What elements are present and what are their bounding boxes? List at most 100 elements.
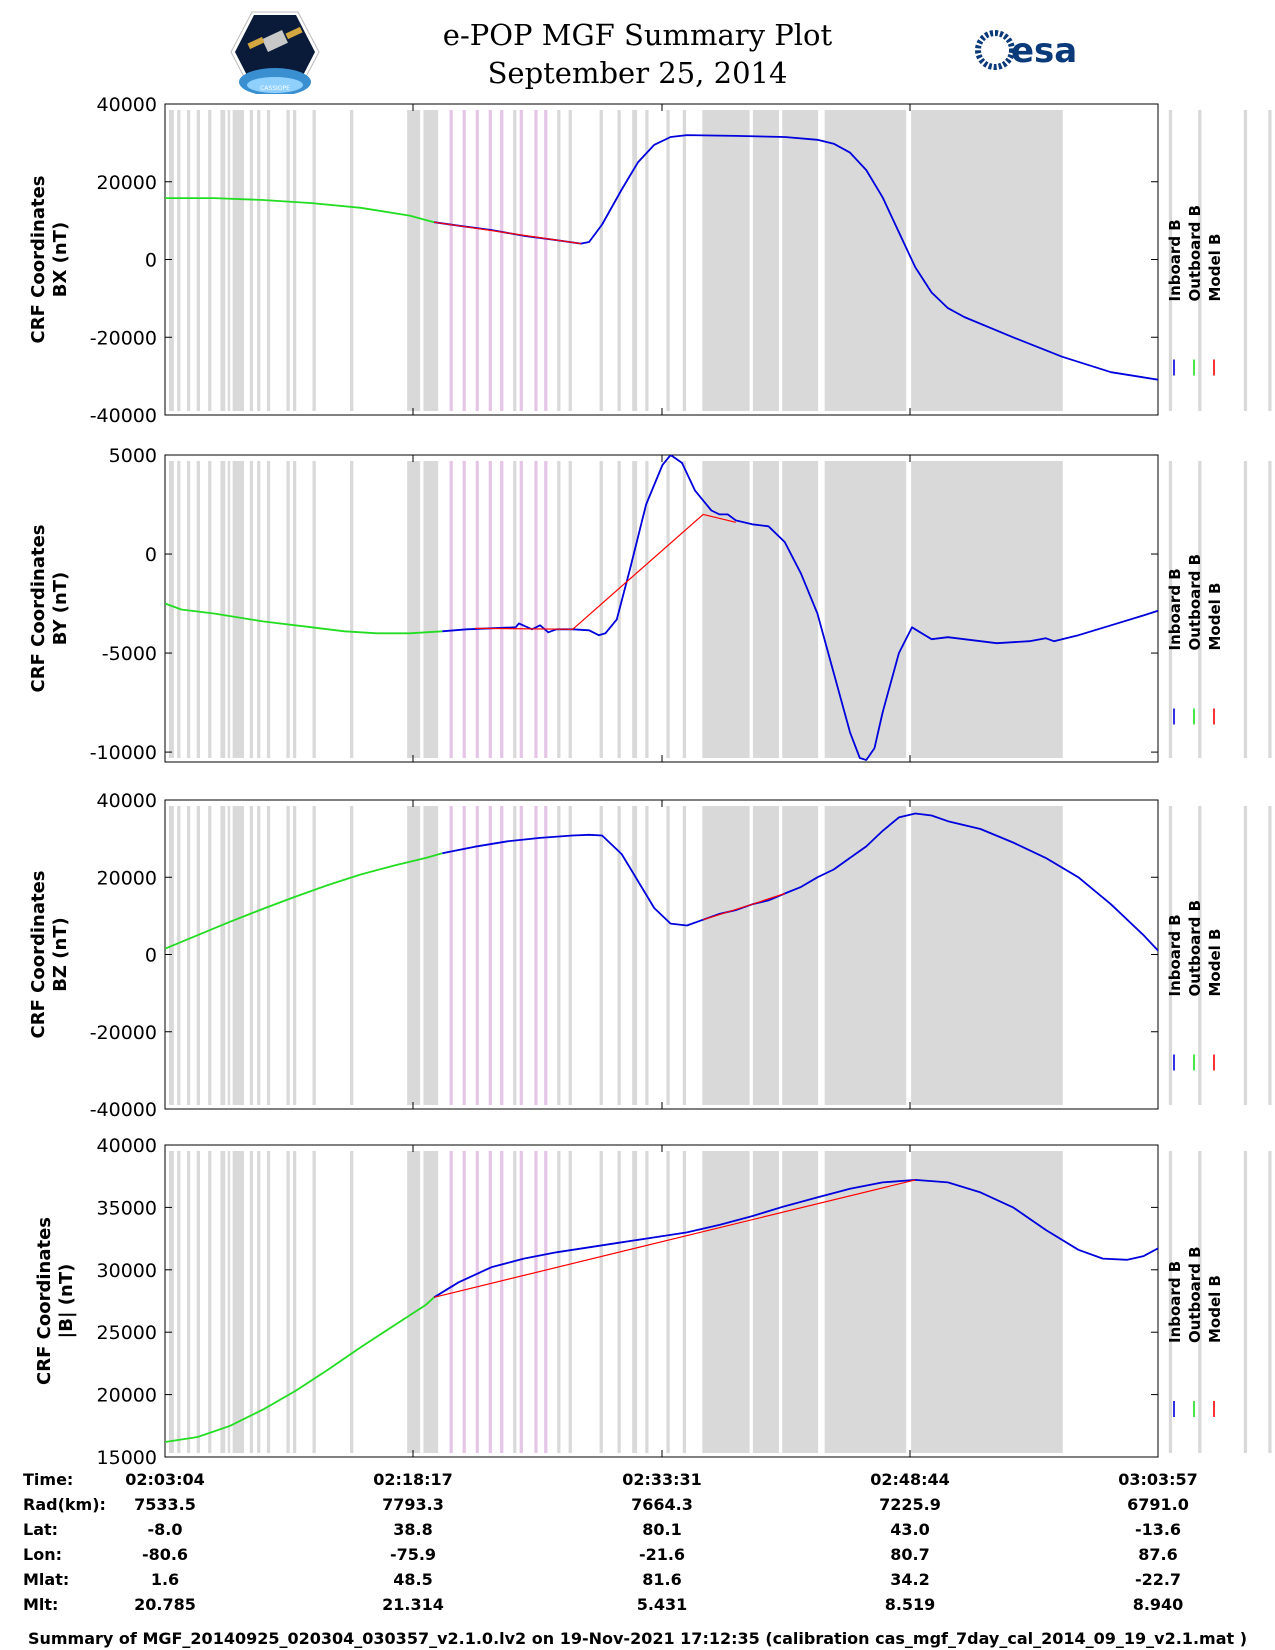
eclipse-band <box>423 806 439 1105</box>
eclipse-band <box>568 461 572 758</box>
eclipse-band <box>568 110 572 411</box>
esa-logo-text: esa <box>1011 31 1077 71</box>
eclipse-band <box>423 461 439 758</box>
eclipse-band <box>599 806 603 1105</box>
eclipse-band <box>911 806 1063 1105</box>
event-band <box>544 110 548 411</box>
eclipse-band <box>911 110 1063 411</box>
series-line-inboard-b <box>442 455 1158 761</box>
legend-label-inboard: Inboard B <box>1166 219 1184 301</box>
eclipse-band <box>286 1151 290 1453</box>
eclipse-band <box>1268 110 1272 411</box>
eclipse-band <box>1168 110 1173 411</box>
table-cell: 21.314 <box>382 1595 444 1614</box>
y-tick-label: -5000 <box>102 643 157 665</box>
eclipse-band <box>266 806 271 1105</box>
table-cell: 7533.5 <box>134 1495 196 1514</box>
table-cell: 81.6 <box>642 1570 682 1589</box>
eclipse-band <box>599 1151 603 1453</box>
eclipse-band <box>1243 110 1248 411</box>
eclipse-band <box>312 1151 316 1453</box>
legend-label-inboard: Inboard B <box>1166 1261 1184 1343</box>
eclipse-band <box>513 806 517 1105</box>
eclipse-band <box>824 1151 907 1453</box>
cassiope-mission-logo: CASSIOPE <box>230 11 320 94</box>
y-axis-label: CRF Coordinates <box>28 176 49 344</box>
eclipse-band <box>220 461 226 758</box>
legend-label-outboard: Outboard B <box>1186 554 1204 651</box>
eclipse-band <box>312 461 316 758</box>
eclipse-band <box>599 110 603 411</box>
eclipse-band <box>632 1151 638 1453</box>
eclipse-band <box>232 1151 245 1453</box>
eclipse-band <box>1243 461 1248 758</box>
eclipse-band <box>208 461 212 758</box>
eclipse-band <box>824 110 907 411</box>
eclipse-band <box>407 461 421 758</box>
eclipse-band <box>249 461 253 758</box>
event-band <box>475 806 479 1105</box>
event-band <box>500 461 504 758</box>
table-cell: -75.9 <box>389 1545 437 1564</box>
y-tick-label: -20000 <box>90 1022 157 1044</box>
table-cell: 02:33:31 <box>622 1470 702 1489</box>
eclipse-band <box>782 1151 819 1453</box>
eclipse-band <box>1243 1151 1248 1453</box>
eclipse-band <box>666 806 670 1105</box>
table-cell: -21.6 <box>638 1545 686 1564</box>
eclipse-band <box>568 806 572 1105</box>
eclipse-band <box>292 806 297 1105</box>
eclipse-band <box>186 110 191 411</box>
table-cell: -80.6 <box>141 1545 189 1564</box>
eclipse-band <box>220 1151 226 1453</box>
eclipse-band <box>407 806 421 1105</box>
eclipse-band <box>186 806 191 1105</box>
table-cell: 38.8 <box>393 1520 433 1539</box>
eclipse-band <box>257 461 261 758</box>
eclipse-band <box>682 806 687 1105</box>
y-axis-label: CRF Coordinates <box>34 1217 55 1385</box>
eclipse-band <box>266 461 271 758</box>
eclipse-band <box>599 461 603 758</box>
y-tick-label: 0 <box>145 544 157 566</box>
eclipse-band <box>752 110 779 411</box>
eclipse-band <box>196 461 200 758</box>
eclipse-band <box>682 461 687 758</box>
event-band <box>500 110 504 411</box>
event-band <box>462 806 466 1105</box>
eclipse-band <box>257 110 261 411</box>
eclipse-band <box>350 110 354 411</box>
legend-label-outboard: Outboard B <box>1186 1246 1204 1343</box>
event-band <box>462 1151 466 1453</box>
eclipse-band <box>632 110 638 411</box>
table-cell: -22.7 <box>1134 1570 1182 1589</box>
eclipse-band <box>1243 806 1248 1105</box>
cassiope-logo-text: CASSIOPE <box>260 85 290 92</box>
eclipse-band <box>645 1151 649 1453</box>
table-cell: 48.5 <box>393 1570 433 1589</box>
event-band <box>462 461 466 758</box>
event-band <box>475 1151 479 1453</box>
eclipse-band <box>169 1151 174 1453</box>
eclipse-band <box>208 110 212 411</box>
y-axis-label: BY (nT) <box>50 572 71 646</box>
series-line-outboard-b <box>165 1296 435 1443</box>
eclipse-band <box>513 110 517 411</box>
eclipse-band <box>177 110 181 411</box>
event-band <box>488 110 492 411</box>
y-tick-label: -40000 <box>90 1099 157 1121</box>
eclipse-band <box>312 110 316 411</box>
eclipse-band <box>666 110 670 411</box>
y-tick-label: 20000 <box>97 172 157 194</box>
eclipse-band <box>208 806 212 1105</box>
series-line-outboard-b <box>165 197 435 224</box>
table-row-label: Mlt: <box>23 1595 59 1614</box>
eclipse-band <box>1168 461 1173 758</box>
table-cell: 87.6 <box>1138 1545 1178 1564</box>
y-tick-label: 30000 <box>97 1260 157 1282</box>
eclipse-band <box>1198 1151 1202 1453</box>
table-row-label: Mlat: <box>23 1570 70 1589</box>
series-line-model-b <box>474 513 736 630</box>
eclipse-band <box>1198 110 1202 411</box>
eclipse-band <box>666 461 670 758</box>
